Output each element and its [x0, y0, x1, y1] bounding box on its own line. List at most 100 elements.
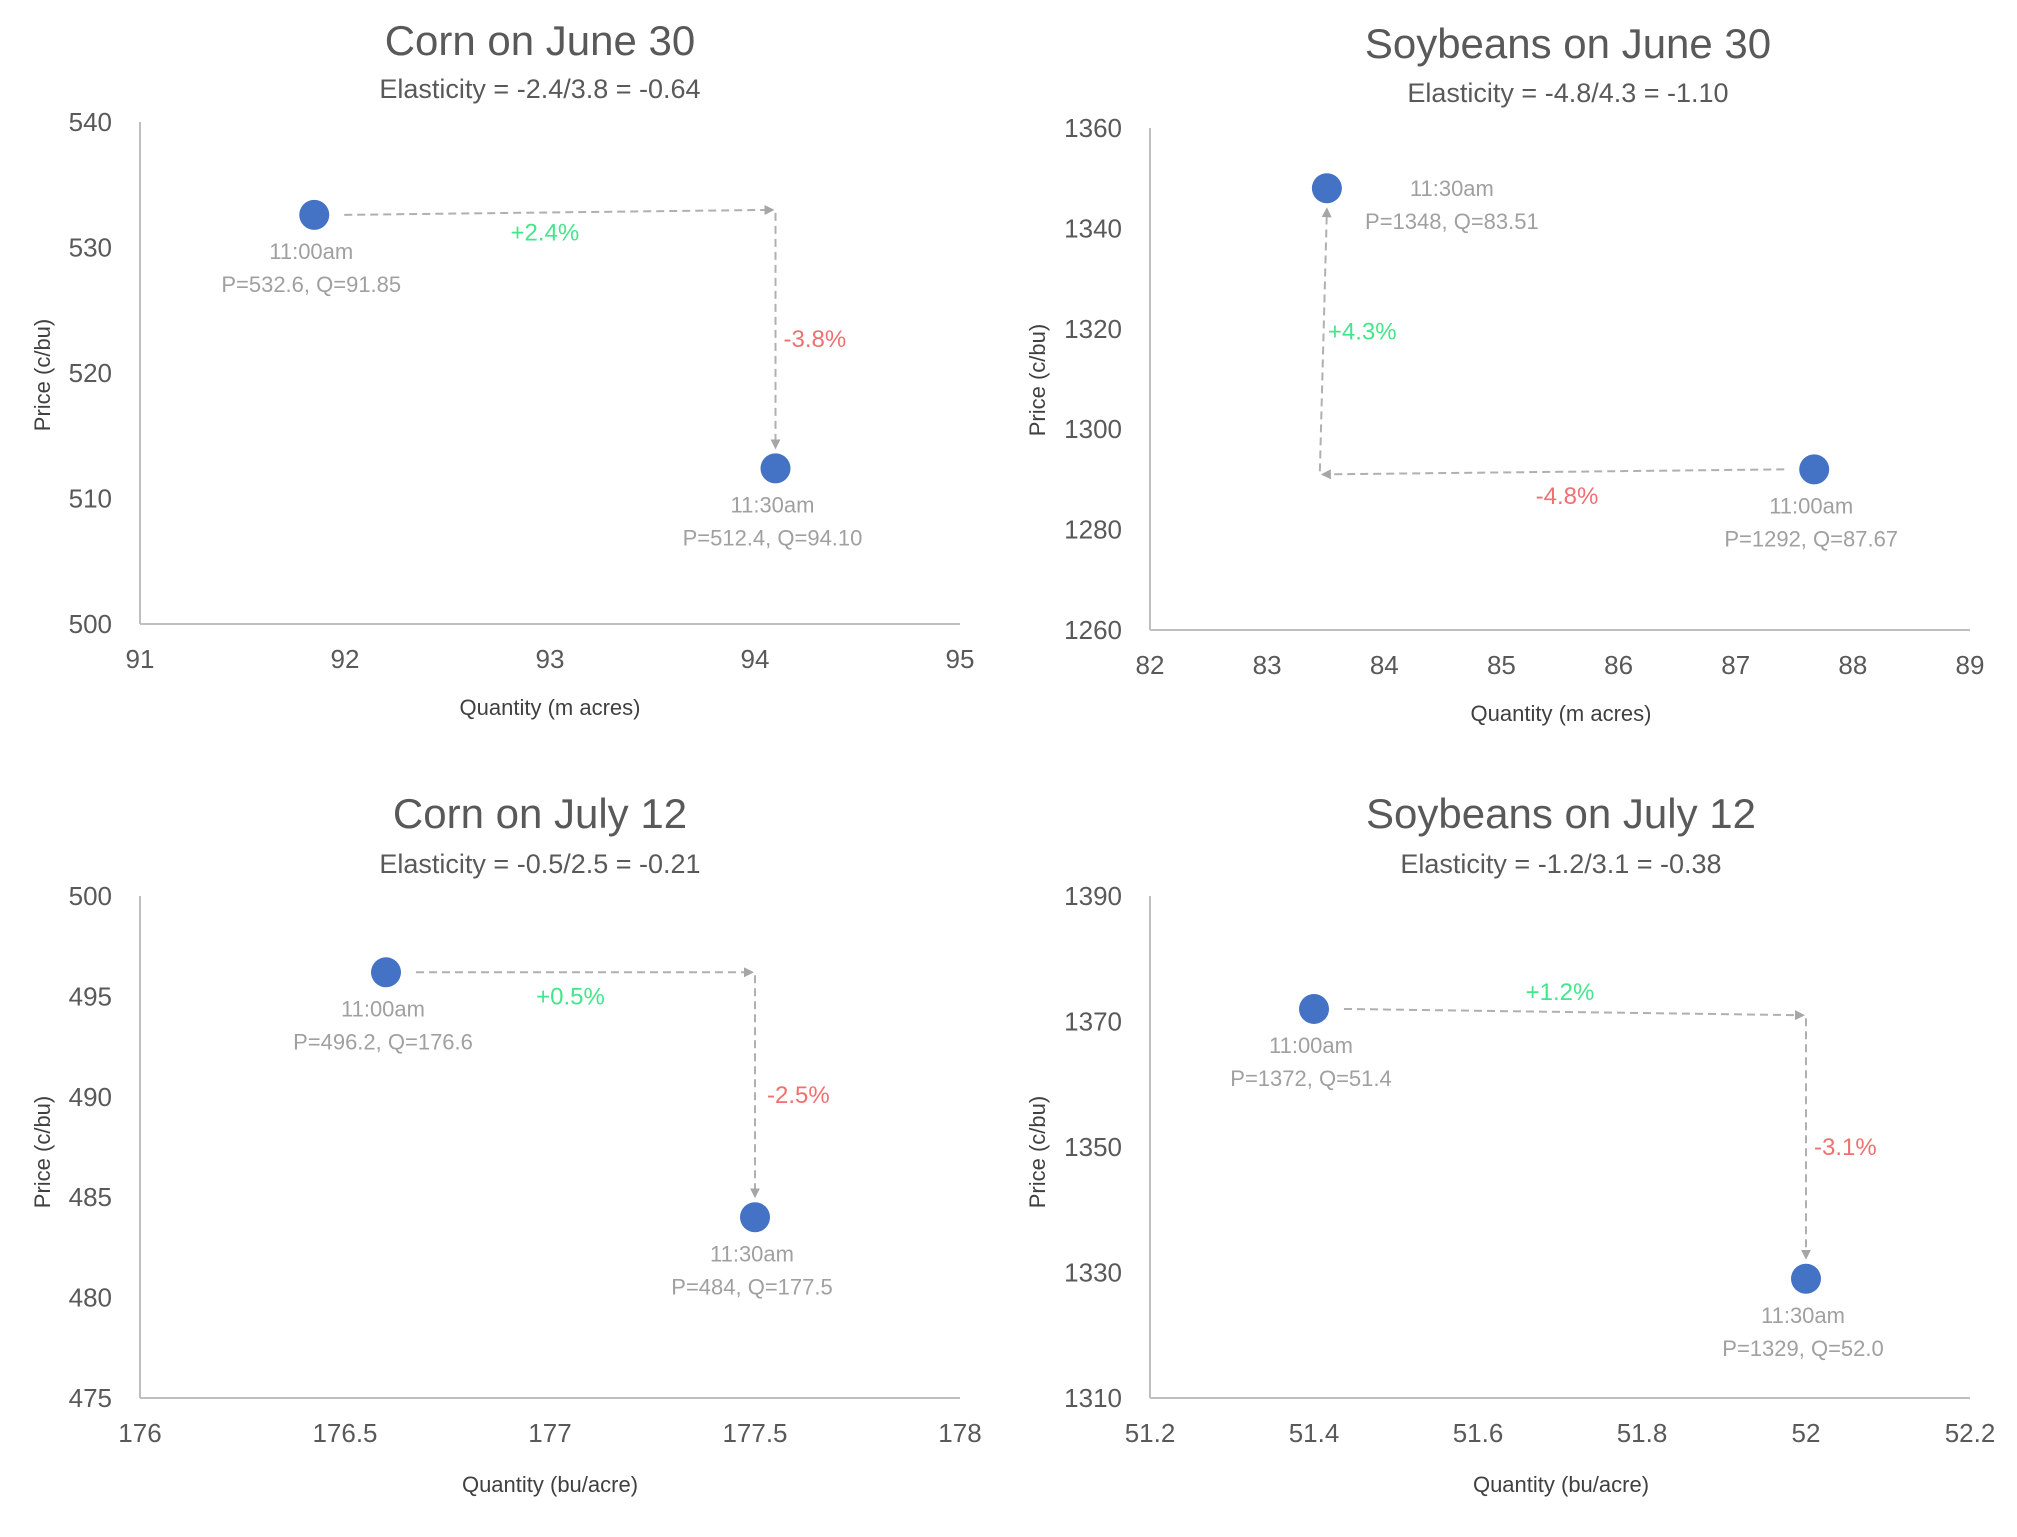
chart-soybeans-june-30: Soybeans on June 30 Elasticity = -4.8/4.…	[1025, 20, 1771, 726]
y-tick-label: 475	[69, 1383, 112, 1413]
y-tick-label: 500	[69, 881, 112, 911]
y-tick-label: 1260	[1064, 615, 1122, 645]
chart-subtitle: Elasticity = -4.8/4.3 = -1.10	[1407, 78, 1728, 108]
point-time-label: 11:30am	[1761, 1303, 1845, 1328]
horizontal-change-arrow	[344, 204, 775, 216]
x-tick-label: 86	[1604, 650, 1633, 680]
x-tick-label: 84	[1370, 650, 1399, 680]
chart-title: Corn on June 30	[385, 17, 696, 64]
x-tick-label: 83	[1253, 650, 1282, 680]
x-tick-label: 51.4	[1289, 1418, 1340, 1448]
x-axis-label: Quantity (bu/acre)	[462, 1472, 638, 1497]
y-tick-label: 500	[69, 609, 112, 639]
y-axis-label: Price (c/bu)	[1025, 1096, 1050, 1208]
data-point	[740, 1202, 770, 1233]
point-value-label: P=484, Q=177.5	[671, 1274, 832, 1299]
chart-title: Soybeans on June 30	[1365, 20, 1771, 67]
horizontal-change-label: +0.5%	[536, 983, 605, 1010]
y-tick-label: 1360	[1064, 113, 1122, 143]
data-point	[1311, 173, 1342, 204]
x-tick-label: 88	[1838, 650, 1867, 680]
x-tick-label: 91	[126, 644, 155, 674]
y-tick-label: 495	[69, 981, 112, 1011]
y-tick-label: 520	[69, 358, 112, 388]
x-tick-label: 51.6	[1453, 1418, 1504, 1448]
y-tick-label: 1300	[1064, 414, 1122, 444]
x-tick-label: 87	[1721, 650, 1750, 680]
point-value-label: P=496.2, Q=176.6	[293, 1029, 473, 1054]
vertical-change-label: -2.5%	[767, 1082, 830, 1109]
y-axis-label: Price (c/bu)	[1025, 324, 1050, 436]
x-tick-label: 51.2	[1125, 1418, 1176, 1448]
vertical-change-arrow	[1318, 207, 1332, 472]
vertical-change-label: -3.8%	[784, 326, 847, 353]
chart-subtitle: Elasticity = -2.4/3.8 = -0.64	[379, 74, 700, 104]
y-tick-label: 1280	[1064, 515, 1122, 545]
plot-area-1: 91 92 93 94 95 500 510 520 530 540 +2.4% -3.8% 11:00…	[69, 107, 975, 674]
y-tick-label: 1390	[1064, 881, 1122, 911]
horizontal-change-label: +2.4%	[511, 219, 580, 246]
vertical-change-label: -3.1%	[1814, 1134, 1877, 1161]
x-tick-label: 176.5	[312, 1418, 377, 1448]
horizontal-change-arrow	[1343, 1007, 1805, 1021]
point-time-label: 11:00am	[341, 996, 425, 1021]
y-axis-label: Price (c/bu)	[30, 1096, 55, 1208]
x-tick-label: 89	[1956, 650, 1985, 680]
y-tick-label: 1310	[1064, 1383, 1122, 1413]
y-tick-label: 1370	[1064, 1007, 1122, 1037]
horizontal-change-arrow	[1320, 468, 1785, 480]
point-value-label: P=532.6, Q=91.85	[221, 272, 401, 297]
y-tick-label: 1320	[1064, 314, 1122, 344]
point-value-label: P=1372, Q=51.4	[1230, 1066, 1391, 1091]
x-tick-label: 52	[1792, 1418, 1821, 1448]
y-axis-label: Price (c/bu)	[30, 319, 55, 431]
point-time-label: 11:00am	[1269, 1033, 1353, 1058]
x-tick-label: 176	[118, 1418, 161, 1448]
point-value-label: P=1292, Q=87.67	[1724, 526, 1898, 551]
y-tick-label: 1340	[1064, 213, 1122, 243]
data-point	[1799, 454, 1830, 485]
data-point	[299, 199, 330, 230]
chart-subtitle: Elasticity = -1.2/3.1 = -0.38	[1400, 849, 1721, 879]
y-tick-label: 540	[69, 107, 112, 137]
plot-area-2: 82 83 84 85 86 87 88 89 1260 1280 1300 1320 1340 1360…	[1064, 113, 1984, 680]
x-tick-label: 177.5	[722, 1418, 787, 1448]
horizontal-change-label: +1.2%	[1526, 979, 1595, 1006]
x-tick-label: 177	[528, 1418, 571, 1448]
y-tick-label: 480	[69, 1283, 112, 1313]
vertical-change-label: +4.3%	[1328, 318, 1397, 345]
x-axis-label: Quantity (m acres)	[1471, 701, 1652, 726]
x-tick-label: 95	[946, 644, 975, 674]
chart-title: Soybeans on July 12	[1366, 790, 1756, 837]
plot-area-3: 176 176.5 177 177.5 178 475 480 485 490 495 500 +0.…	[69, 881, 982, 1448]
x-tick-label: 51.8	[1617, 1418, 1668, 1448]
x-axis-label: Quantity (m acres)	[460, 695, 641, 720]
y-tick-label: 530	[69, 233, 112, 263]
data-point	[1791, 1263, 1821, 1294]
y-tick-label: 1350	[1064, 1132, 1122, 1162]
x-tick-label: 82	[1136, 650, 1165, 680]
y-tick-label: 490	[69, 1082, 112, 1112]
point-value-label: P=1348, Q=83.51	[1365, 209, 1539, 234]
x-tick-label: 93	[536, 644, 565, 674]
chart-title: Corn on July 12	[393, 790, 687, 837]
chart-corn-june-30: Corn on June 30 Elasticity = -2.4/3.8 = …	[30, 17, 701, 720]
point-time-label: 11:30am	[731, 492, 815, 517]
chart-subtitle: Elasticity = -0.5/2.5 = -0.21	[379, 849, 700, 879]
data-point	[371, 957, 401, 988]
y-tick-label: 485	[69, 1182, 112, 1212]
point-time-label: 11:30am	[710, 1241, 794, 1266]
chart-soybeans-july-12: Soybeans on July 12 Elasticity = -1.2/3.…	[1025, 790, 1756, 1497]
point-time-label: 11:30am	[1410, 176, 1494, 201]
y-tick-label: 510	[69, 484, 112, 514]
point-value-label: P=512.4, Q=94.10	[683, 525, 863, 550]
point-time-label: 11:00am	[269, 239, 353, 264]
x-tick-label: 178	[938, 1418, 981, 1448]
x-axis-label: Quantity (bu/acre)	[1473, 1472, 1649, 1497]
y-tick-label: 1330	[1064, 1258, 1122, 1288]
data-point	[1299, 993, 1329, 1024]
point-time-label: 11:00am	[1769, 493, 1853, 518]
horizontal-change-label: -4.8%	[1536, 483, 1599, 510]
chart-corn-july-12: Corn on July 12 Elasticity = -0.5/2.5 = …	[30, 790, 701, 1497]
